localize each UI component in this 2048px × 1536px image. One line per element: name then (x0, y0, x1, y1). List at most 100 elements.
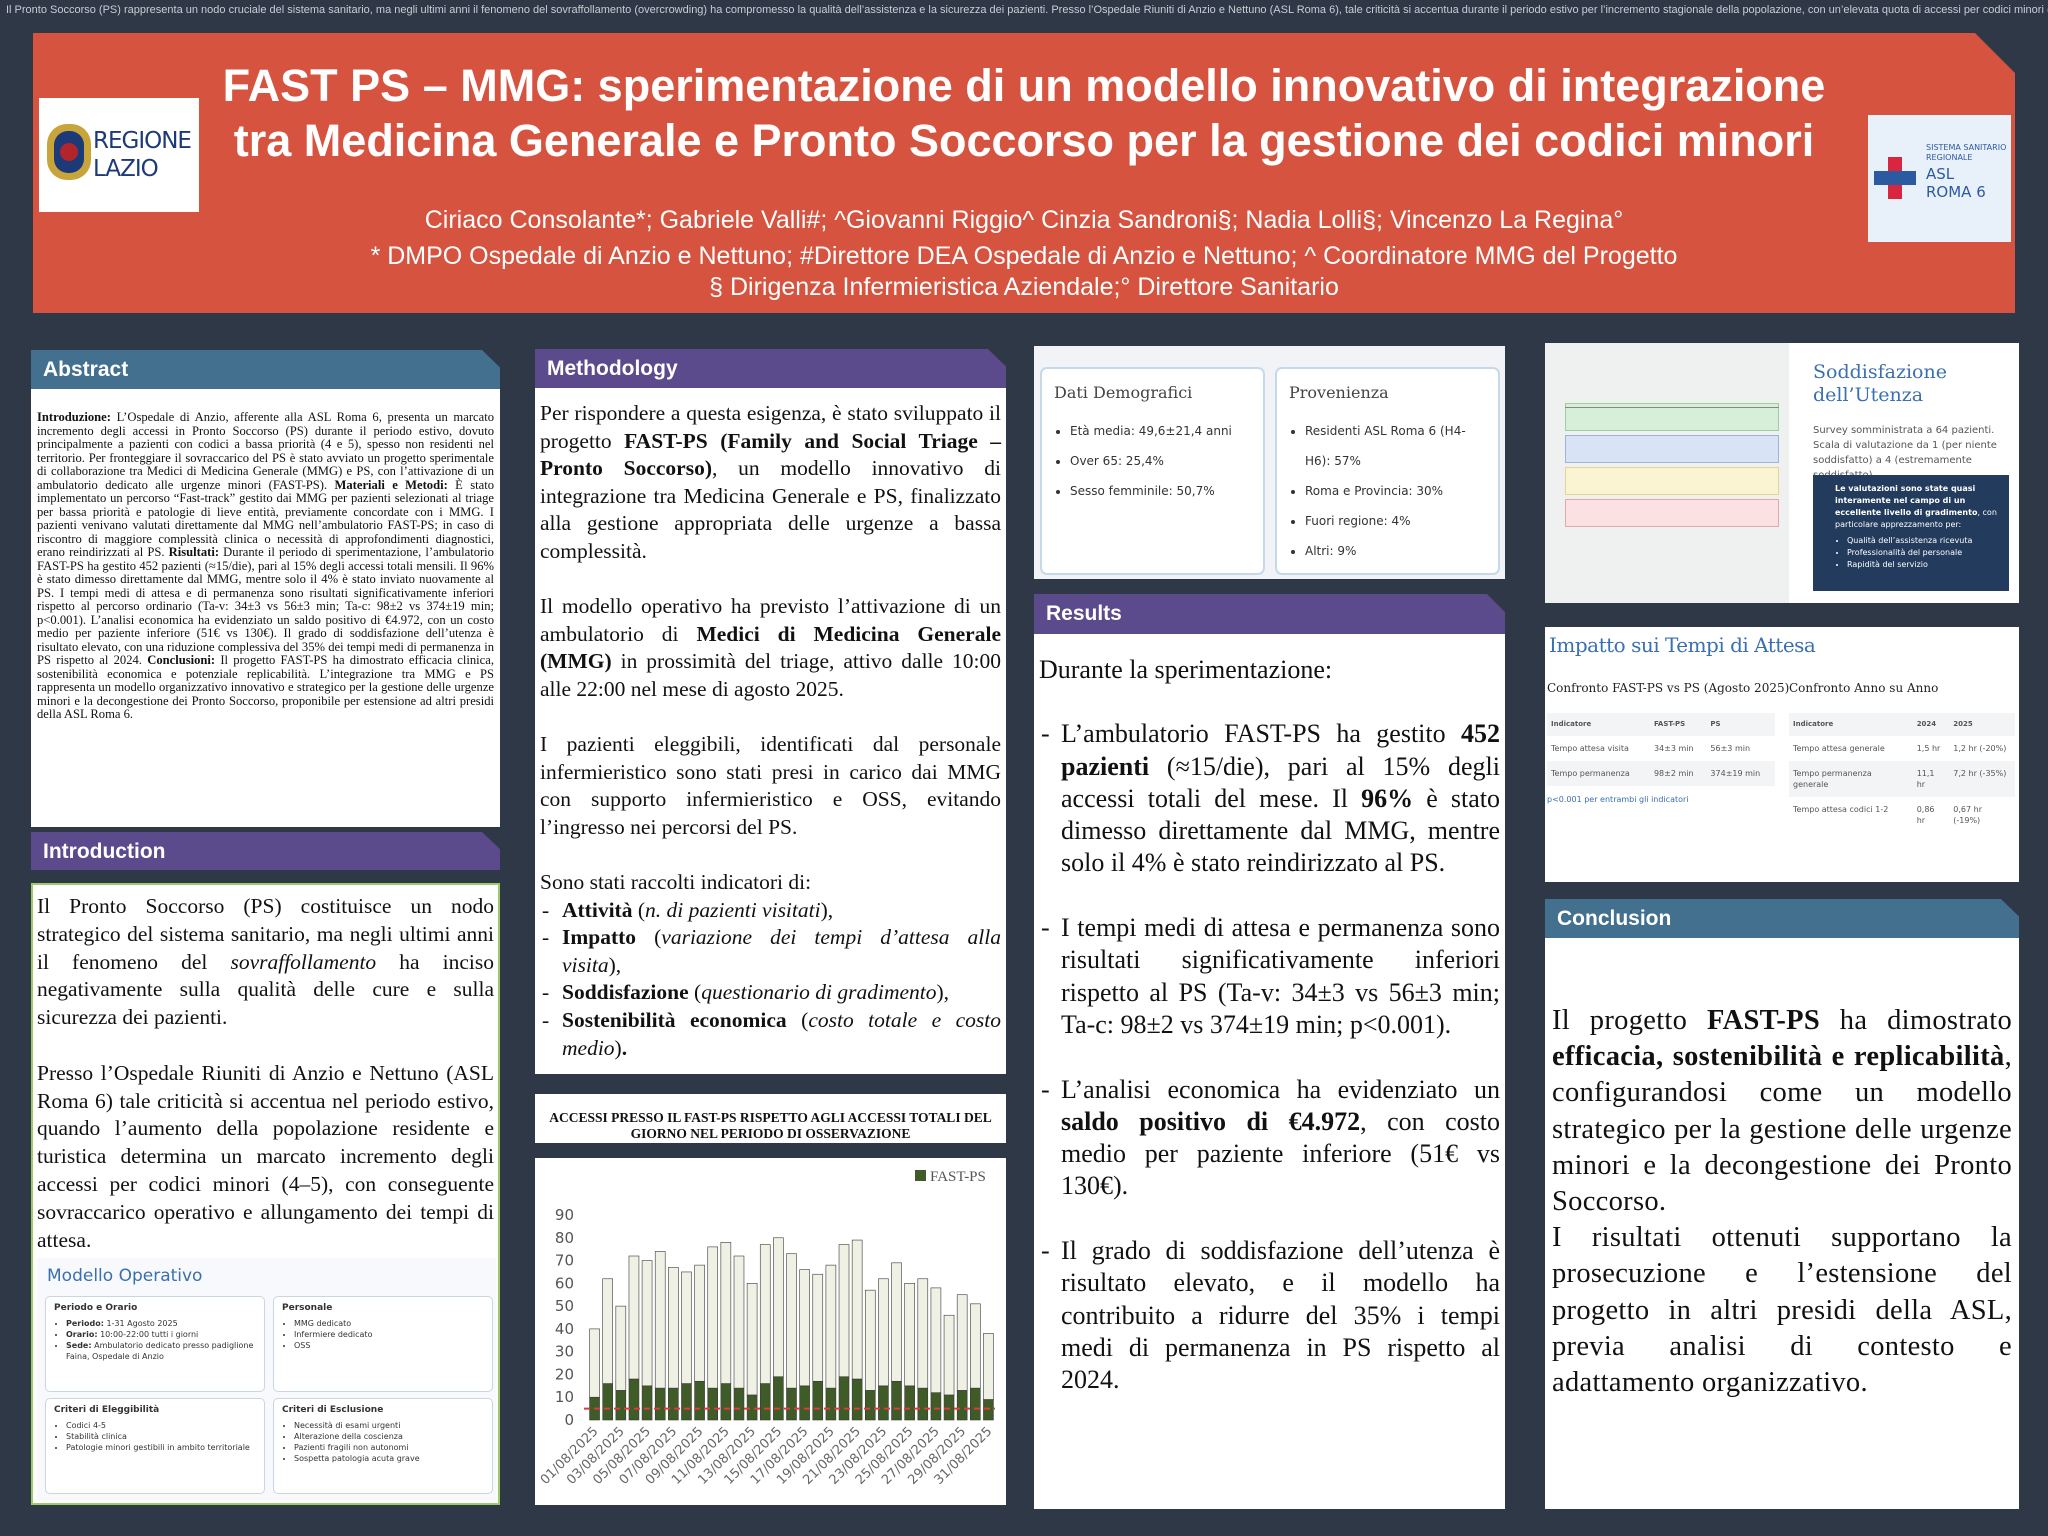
text-run: 96% (1361, 783, 1414, 813)
list-item: MMG dedicato (294, 1318, 484, 1329)
bar-segment (615, 1305, 627, 1391)
text-run: FAST-PS (1707, 1005, 1820, 1036)
chart-box: 0 10 20 30 40 50 60 70 80 90 01/08/2025 03/08/2025 0… (535, 1158, 1006, 1505)
model-box-list: Periodo: 1-31 Agosto 2025Orario: 10:00-2… (54, 1318, 256, 1362)
bar-segment (733, 1255, 745, 1389)
text-run: ) (614, 1035, 622, 1060)
list-item: Alterazione della coscienza (294, 1431, 484, 1442)
impact-panel: Impatto sui Tempi di Attesa Confronto FA… (1545, 627, 2019, 882)
impact-table-title: Confronto Anno su Anno (1789, 681, 1939, 695)
bar-segment (759, 1383, 771, 1421)
header-cell: 2025 (1953, 720, 1973, 728)
affiliation: § Dirigenza Infermieristica Aziendale;° … (709, 273, 1339, 301)
y-tick-label: 30 (555, 1343, 574, 1361)
bar-segment (707, 1387, 719, 1421)
text-run: FAST-PS (Family and Social Triage – Pron… (540, 428, 1001, 481)
text-run: Il grado di soddisfazione dell’utenza è … (1061, 1236, 1500, 1395)
model-box: Criteri di Esclusione Necessità di esami … (273, 1398, 493, 1494)
table: Indicatore FAST-PS PS Tempo attesa visita 34… (1547, 713, 1775, 786)
model-box-list: MMG dedicato Infermiere dedicato OSS (282, 1318, 484, 1351)
logo-text: ASL (1926, 165, 1955, 183)
list-item: Over 65: 25,4% (1070, 446, 1251, 476)
bar-segment (720, 1242, 732, 1384)
paragraph: I pazienti eleggibili, identificati dal … (540, 731, 1001, 841)
header-cell: Indicatore (1551, 720, 1592, 728)
paragraph: Presso l’Ospedale Riuniti di Anzio e Net… (37, 1060, 494, 1255)
impact-table-title: Confronto FAST-PS vs PS (Agosto 2025) (1547, 681, 1790, 695)
bar-segment (628, 1378, 640, 1421)
bar-segment (943, 1314, 955, 1396)
text-run: Sospetta patologia acuta grave (294, 1454, 420, 1463)
note-list: Qualità dell’assistenza ricevutaProfessi… (1835, 535, 2001, 571)
demo-card-list: Residenti ASL Roma 6 (H4-H6): 57%Roma e … (1289, 416, 1486, 566)
header-cell: Indicatore (1793, 720, 1834, 728)
text-run: I risultati ottenuti supportano la prose… (1552, 1222, 2012, 1399)
bar-segment (956, 1390, 968, 1421)
introduction-body: Il Pronto Soccorso (PS) costituisce un n… (37, 893, 494, 1254)
model-box-title: Criteri di Esclusione (282, 1405, 384, 1415)
chart: 010203040506070809001/08/202503/08/20250… (538, 1169, 995, 1488)
bar-segment (851, 1239, 863, 1380)
indicator-list: Attività (n. di pazienti visitati),Impat… (540, 897, 1001, 1063)
text-run: L’analisi economica ha evidenziato un (1061, 1074, 1500, 1104)
satisfaction-plot (1545, 343, 1789, 603)
cell: 1,5 hr (1916, 744, 1941, 753)
text-run: L’ambulatorio FAST-PS ha gestito (1061, 719, 1461, 749)
table-header: Indicatore 2024 2025 (1789, 713, 2015, 736)
band (1565, 467, 1779, 495)
footnote: p<0.001 per entrambi gli indicatori (1547, 795, 1689, 804)
text-run: Conclusioni: (147, 653, 216, 667)
y-tick-label: 20 (555, 1365, 574, 1383)
list-item: Sesso femminile: 50,7% (1070, 476, 1251, 506)
model-box-list: Codici 4-5 Stabilità clinica Patologie min… (54, 1420, 256, 1453)
bar-segment (970, 1303, 981, 1389)
bar-segment (917, 1278, 929, 1389)
bar-segment (904, 1283, 915, 1387)
list-item: Il grado di soddisfazione dell’utenza è … (1039, 1235, 1500, 1396)
demo-card: Dati Demografici Età media: 49,6±21,4 ann… (1040, 367, 1265, 575)
bar-segment (970, 1387, 981, 1421)
cell: 0,86 hr (1916, 805, 1935, 825)
list-item: Codici 4-5 (66, 1420, 256, 1431)
text-run: 10:00-22:00 tutti i giorni (97, 1330, 199, 1339)
bar-segment (878, 1385, 889, 1421)
bar-segment (930, 1392, 942, 1421)
trend (1565, 407, 1779, 408)
list-item: Orario: 10:00-22:00 tutti i giorni (66, 1329, 256, 1340)
text-run: efficacia, sostenibilità e replicabilità (1552, 1041, 2005, 1073)
cell: 34±3 min (1653, 744, 1694, 753)
bar-segment (654, 1251, 666, 1389)
text-run: (≈15/die), pari al 15% degli accessi tot… (1061, 751, 1500, 813)
text-run: 452 pazienti (1061, 719, 1500, 781)
bar-segment (746, 1394, 758, 1421)
text-run: Infermiere dedicato (294, 1330, 373, 1339)
text-run: , un modello innovativo di integrazione … (540, 456, 1001, 563)
demographics-panel: Dati Demografici Età media: 49,6±21,4 ann… (1034, 346, 1505, 579)
bar-segment (694, 1380, 705, 1421)
text-run: È stato implementato un percorso “Fast-t… (37, 477, 495, 559)
paragraph: Il Pronto Soccorso (PS) costituisce un n… (37, 893, 494, 1032)
text-run: Stabilità clinica (66, 1432, 127, 1441)
text-run: I pazienti eleggibili, identificati dal … (540, 732, 1001, 839)
section-heading: Results (1034, 594, 1505, 634)
bar-segment (864, 1390, 876, 1421)
paragraph: Le valutazioni sono state quasi interame… (1835, 483, 2001, 531)
text-run: saldo positivo di €4.972 (1061, 1106, 1361, 1136)
list-item: Altri: 9% (1305, 536, 1486, 566)
model-box-title: Personale (282, 1303, 333, 1313)
authors: Ciriaco Consolante*; Gabriele Valli#; ^G… (424, 206, 1624, 234)
satisfaction-title: Soddisfazione dell’Utenza (1813, 361, 1947, 406)
text-run: Le valutazioni sono state quasi interame… (1835, 484, 1978, 517)
model-box: Criteri di Eleggibilità Codici 4-5 Stabili… (45, 1398, 265, 1494)
cell: 1,2 hr (-20%) (1953, 744, 2007, 753)
bar-segment (812, 1273, 824, 1382)
model-card: Modello Operativo Periodo e OrarioPeriod… (37, 1258, 496, 1501)
text-run: Durante la sperimentazione: (1039, 655, 1333, 684)
paragraph: Introduzione: L’Ospedale di Anzio, affer… (37, 410, 495, 722)
header-cell: 2024 (1916, 720, 1937, 728)
text-run: costo totale e costo medio (562, 1008, 1001, 1060)
bar-segment (602, 1278, 613, 1384)
header-cell: PS (1710, 720, 1721, 728)
text-run: Materiali e Metodi: (334, 477, 448, 492)
text-run: Pazienti fragili non autonomi (294, 1443, 409, 1452)
